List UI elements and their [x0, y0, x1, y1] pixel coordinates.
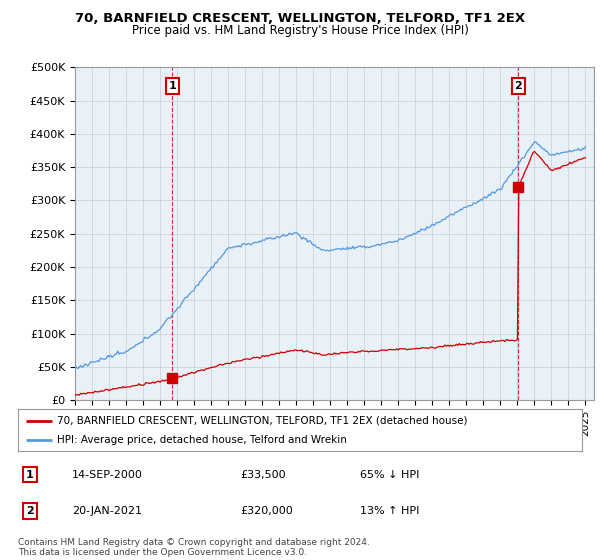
Text: 1: 1 — [169, 81, 176, 91]
Text: 1: 1 — [26, 470, 34, 479]
Text: £33,500: £33,500 — [240, 470, 286, 479]
Text: HPI: Average price, detached house, Telford and Wrekin: HPI: Average price, detached house, Telf… — [58, 435, 347, 445]
Text: 20-JAN-2021: 20-JAN-2021 — [72, 506, 142, 516]
Text: £320,000: £320,000 — [240, 506, 293, 516]
Text: Contains HM Land Registry data © Crown copyright and database right 2024.
This d: Contains HM Land Registry data © Crown c… — [18, 538, 370, 557]
Text: Price paid vs. HM Land Registry's House Price Index (HPI): Price paid vs. HM Land Registry's House … — [131, 24, 469, 36]
Text: 65% ↓ HPI: 65% ↓ HPI — [360, 470, 419, 479]
Text: 13% ↑ HPI: 13% ↑ HPI — [360, 506, 419, 516]
Text: 70, BARNFIELD CRESCENT, WELLINGTON, TELFORD, TF1 2EX: 70, BARNFIELD CRESCENT, WELLINGTON, TELF… — [75, 12, 525, 25]
Text: 2: 2 — [514, 81, 522, 91]
Text: 70, BARNFIELD CRESCENT, WELLINGTON, TELFORD, TF1 2EX (detached house): 70, BARNFIELD CRESCENT, WELLINGTON, TELF… — [58, 416, 468, 426]
Text: 14-SEP-2000: 14-SEP-2000 — [72, 470, 143, 479]
Text: 2: 2 — [26, 506, 34, 516]
